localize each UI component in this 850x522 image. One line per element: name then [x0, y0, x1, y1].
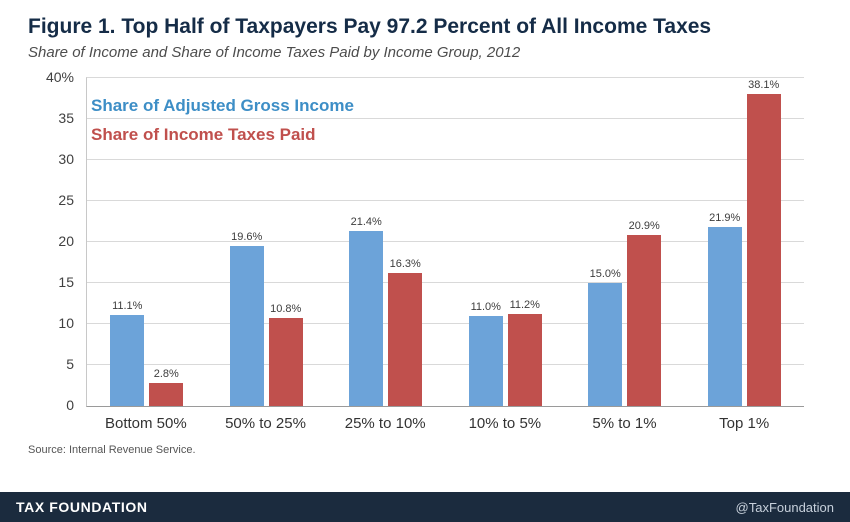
- x-axis-label: 50% to 25%: [225, 415, 306, 433]
- bar-column: 11.0%: [468, 78, 503, 407]
- bar-group: 15.0% 20.9%: [565, 78, 685, 407]
- brand-logo-text: TAX FOUNDATION: [16, 499, 148, 515]
- y-tick-label: 20: [58, 233, 74, 250]
- bar-value-label: 2.8%: [153, 368, 179, 381]
- y-tick-label: 25: [58, 192, 74, 209]
- y-tick-label: 35: [58, 110, 74, 127]
- bar-value-label: 11.2%: [509, 299, 540, 312]
- bar-column: 20.9%: [627, 78, 662, 407]
- bar-value-label: 10.8%: [270, 302, 302, 315]
- figure-card: Figure 1. Top Half of Taxpayers Pay 97.2…: [28, 15, 822, 457]
- x-axis-label: Top 1%: [719, 415, 770, 433]
- y-tick-label: 0: [66, 397, 74, 414]
- bar-adjusted-gross-income: [229, 245, 264, 407]
- bar-value-label: 16.3%: [389, 257, 421, 270]
- bar-column: 38.1%: [746, 78, 781, 407]
- x-axis-label: 25% to 10%: [344, 415, 426, 433]
- y-tick-label: 5: [66, 356, 74, 373]
- bar-income-taxes-paid: [149, 383, 184, 407]
- bar-value-label: 11.0%: [470, 301, 501, 314]
- bar-group: 19.6% 10.8%: [207, 78, 327, 407]
- bar-column: 15.0%: [588, 78, 623, 407]
- chart: 0 5 10 15 20 25 30 35 40% Share of Adjusted Gros…: [28, 69, 822, 413]
- bar-column: 2.8%: [149, 78, 184, 407]
- plot-area: Share of Adjusted Gross Income Share of …: [86, 77, 805, 408]
- bar-column: 11.1%: [110, 78, 145, 407]
- bar-income-taxes-paid: [268, 317, 303, 407]
- legend-share-of-taxes: Share of Income Taxes Paid: [91, 125, 316, 145]
- bar-value-label: 11.1%: [112, 300, 143, 313]
- bar-income-taxes-paid: [746, 93, 781, 407]
- bar-group: 21.9% 38.1%: [685, 78, 805, 407]
- bar-column: 21.4%: [349, 78, 384, 407]
- bar-adjusted-gross-income: [588, 283, 623, 407]
- bar-group: 21.4% 16.3%: [326, 78, 446, 407]
- bar-column: 10.8%: [268, 78, 303, 407]
- bar-adjusted-gross-income: [110, 315, 145, 407]
- source-note: Source: Internal Revenue Service.: [28, 444, 196, 457]
- bar-adjusted-gross-income: [349, 230, 384, 407]
- bar-income-taxes-paid: [388, 272, 423, 407]
- x-axis-label: Bottom 50%: [104, 415, 187, 433]
- bar-adjusted-gross-income: [707, 226, 742, 407]
- bar-column: 16.3%: [388, 78, 423, 407]
- bar-income-taxes-paid: [627, 234, 662, 407]
- bar-group: 11.0% 11.2%: [446, 78, 566, 407]
- gridline: [87, 364, 804, 366]
- legend-share-of-income: Share of Adjusted Gross Income: [91, 96, 354, 116]
- x-axis-label: 5% to 1%: [592, 415, 657, 433]
- legend: Share of Adjusted Gross Income Share of …: [91, 96, 354, 145]
- gridline: [87, 159, 804, 161]
- bar-value-label: 38.1%: [748, 78, 780, 91]
- gridline: [87, 200, 804, 202]
- subtitle: Share of Income and Share of Income Taxe…: [28, 44, 521, 62]
- footer-bar: TAX FOUNDATION @TaxFoundation: [0, 492, 850, 522]
- bar-value-label: 15.0%: [589, 268, 621, 281]
- bar-adjusted-gross-income: [468, 316, 503, 407]
- x-axis-label: 10% to 5%: [468, 415, 542, 433]
- bar-value-label: 19.6%: [231, 230, 263, 243]
- bar-column: 19.6%: [229, 78, 264, 407]
- bar-value-label: 20.9%: [628, 219, 660, 232]
- x-axis: Bottom 50% 50% to 25% 25% to 10% 10% to 5% 5…: [86, 415, 804, 432]
- y-tick-label: 15: [58, 274, 74, 291]
- y-tick-label: 10: [58, 315, 74, 332]
- bar-column: 21.9%: [707, 78, 742, 407]
- gridline: [87, 282, 804, 284]
- page-title: Figure 1. Top Half of Taxpayers Pay 97.2…: [28, 15, 712, 38]
- bar-income-taxes-paid: [507, 314, 542, 407]
- gridline: [87, 323, 804, 325]
- gridline: [87, 118, 804, 120]
- twitter-handle: @TaxFoundation: [735, 499, 834, 515]
- bar-value-label: 21.4%: [350, 215, 382, 228]
- y-axis: 0 5 10 15 20 25 30 35 40%: [28, 69, 86, 413]
- y-tick-label: 40%: [45, 69, 74, 86]
- bar-group: 11.1% 2.8%: [87, 78, 207, 407]
- gridline: [87, 241, 804, 243]
- bar-column: 11.2%: [507, 78, 542, 407]
- bar-value-label: 21.9%: [709, 211, 741, 224]
- y-tick-label: 30: [58, 151, 74, 168]
